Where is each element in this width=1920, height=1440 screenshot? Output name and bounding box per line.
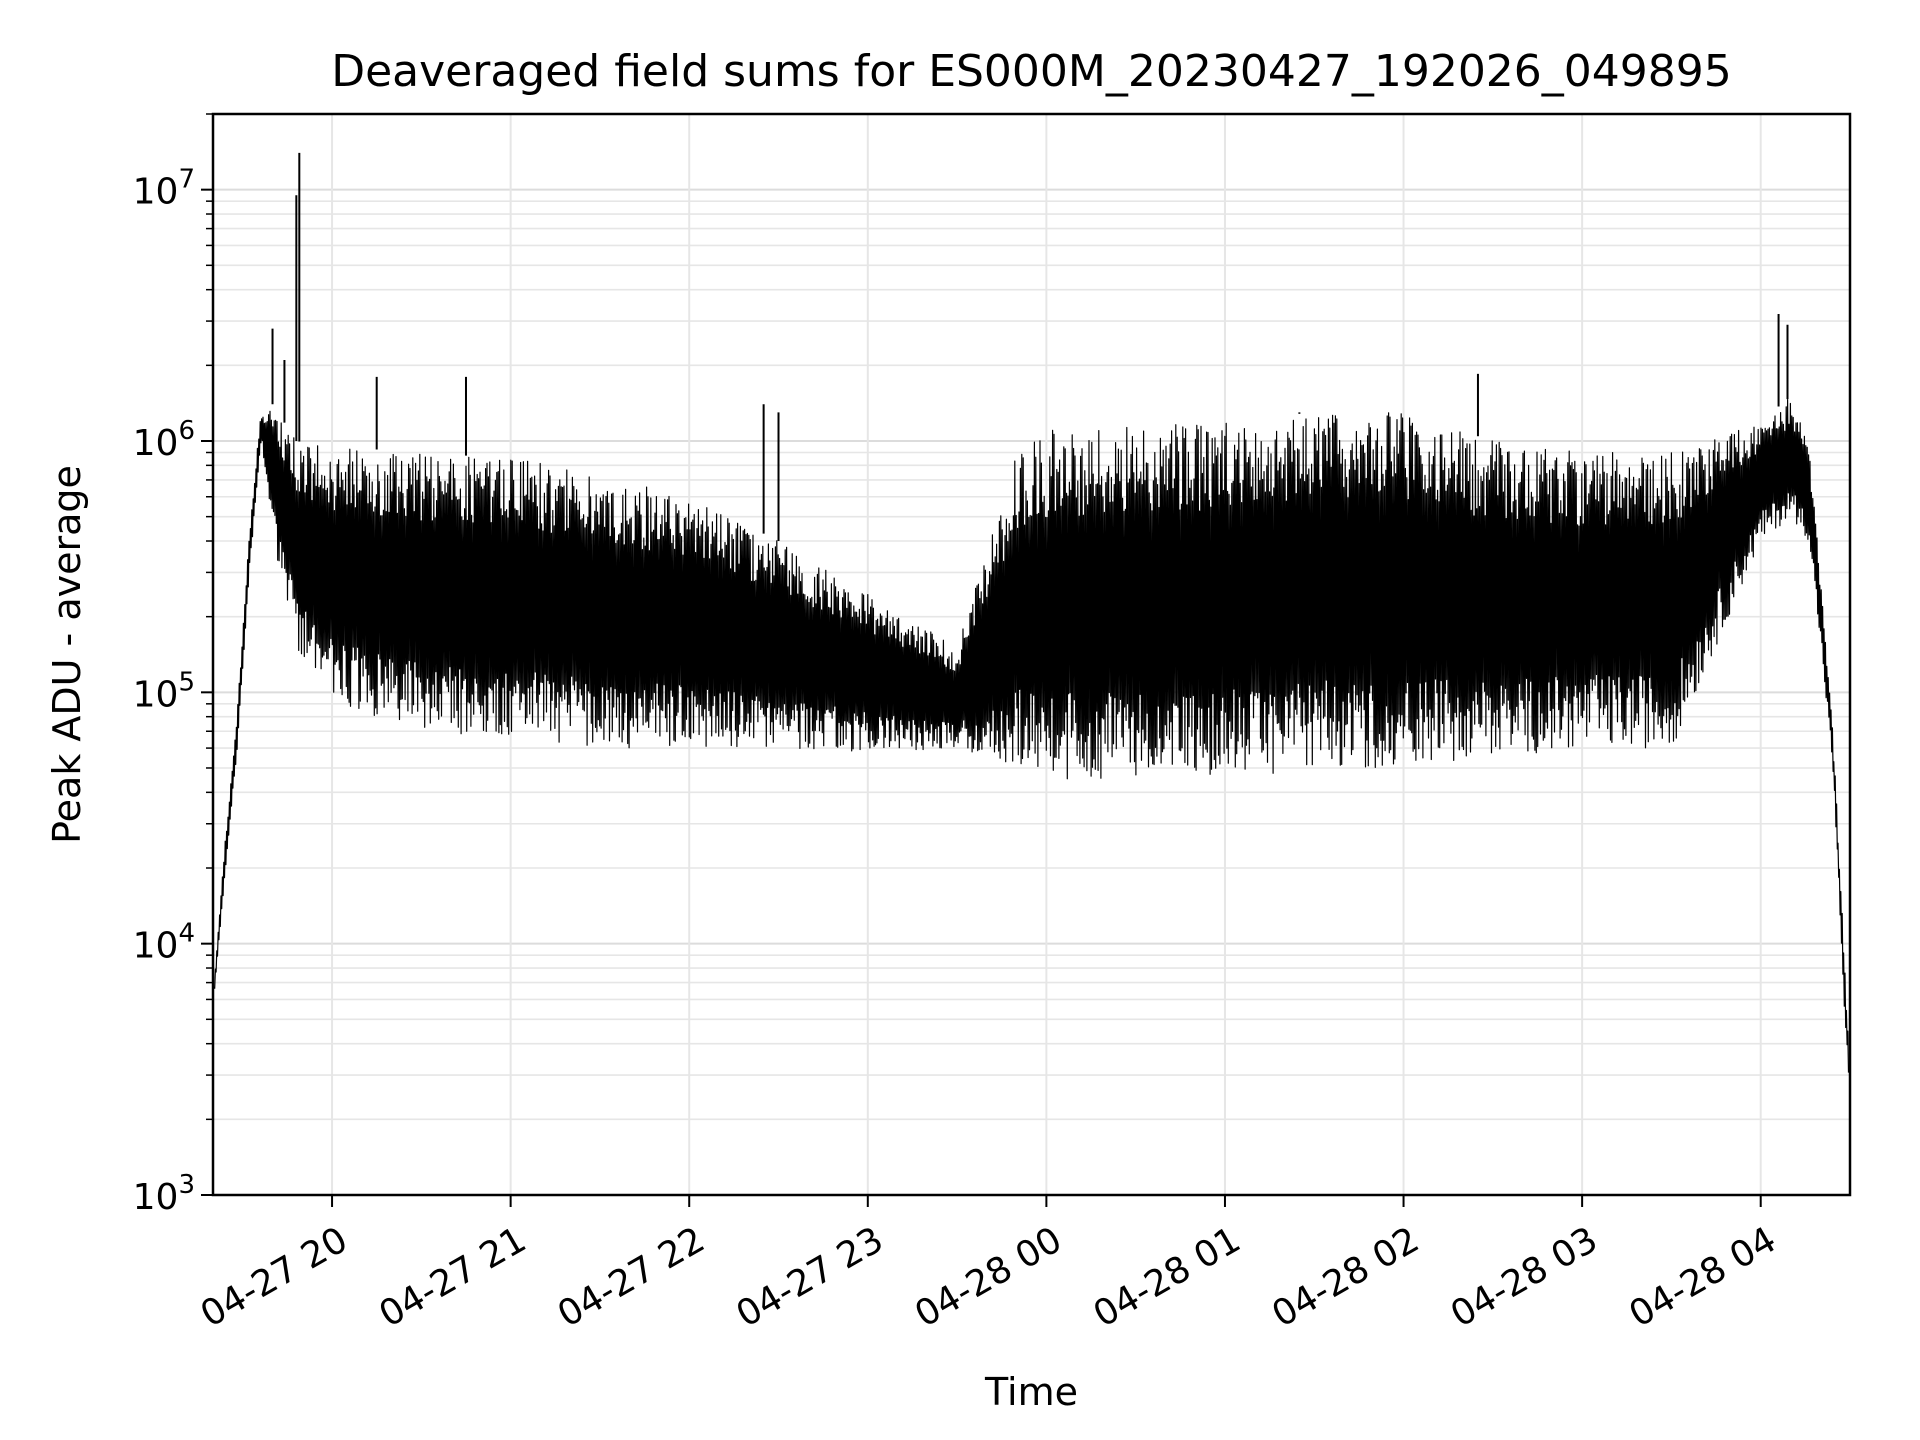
x-axis-label: Time bbox=[984, 1370, 1078, 1414]
y-axis-ticks: 103 104 105 106 107 bbox=[133, 113, 213, 1218]
plot-lines bbox=[213, 152, 1850, 1073]
y-tick-label: 104 bbox=[133, 919, 195, 967]
plot-frame bbox=[211, 112, 1852, 1197]
chart-title: Deaveraged field sums for ES000M_2023042… bbox=[331, 46, 1732, 97]
y-tick-label: 107 bbox=[133, 165, 195, 213]
y-tick-label: 103 bbox=[133, 1170, 195, 1218]
y-tick-label: 105 bbox=[133, 667, 195, 715]
y-tick-label: 106 bbox=[133, 416, 195, 464]
data-line bbox=[213, 399, 1850, 1073]
y-axis-label: Peak ADU - average bbox=[45, 465, 89, 844]
minor-gridlines bbox=[213, 113, 1850, 1121]
